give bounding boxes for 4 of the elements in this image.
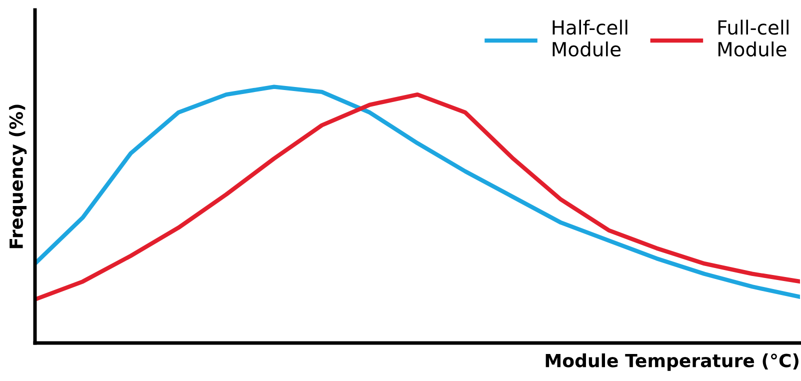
x-axis-title: Module Temperature (°C) xyxy=(546,353,798,371)
legend-label: Full-cell Module xyxy=(718,20,788,57)
y-axis-title: Frequency (%) xyxy=(9,104,27,248)
legend-label: Half-cell Module xyxy=(552,20,628,57)
